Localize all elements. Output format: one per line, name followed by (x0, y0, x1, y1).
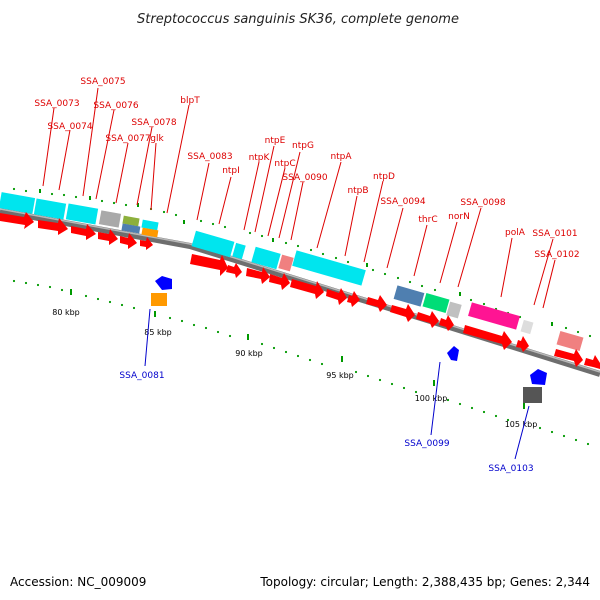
gene-box-cyan (191, 230, 235, 258)
gene-box-olive (122, 215, 140, 227)
outer-tick-ring (12, 187, 592, 338)
gene-label: SSA_0076 (93, 101, 138, 111)
gene-label: SSA_0081 (119, 371, 164, 381)
topology-text: Topology: circular; Length: 2,388,435 bp… (259, 575, 590, 589)
gene-label: SSA_0094 (380, 197, 425, 207)
gene-label: SSA_0074 (47, 122, 92, 132)
gene-label: polA (505, 228, 526, 238)
gene-box-cyan (292, 250, 366, 286)
gene-label: ntpB (347, 186, 368, 196)
label-leader-lines (42, 87, 556, 460)
gene-box-magenta (468, 302, 520, 330)
gene-box-steelblue (121, 223, 141, 234)
gene-label: ntpI (222, 166, 240, 176)
gene-box-gray (98, 210, 122, 228)
scale-label: 105 kbp (505, 420, 538, 429)
accession-text: Accession: NC_009009 (10, 575, 146, 589)
gene-track-outer (0, 192, 584, 352)
gene-box-cyan (65, 203, 99, 225)
gene-blue-arrow (530, 369, 547, 385)
inner-genes (151, 276, 547, 403)
gene-box-cyan (33, 198, 67, 220)
gene-box-dark-gray (523, 387, 542, 403)
gene-label: SSA_0098 (460, 198, 505, 208)
gene-label: ntpG (292, 141, 314, 151)
gene-label: SSA_0103 (488, 464, 533, 474)
gene-label: SSA_0101 (532, 229, 577, 239)
gene-label: norN (448, 212, 470, 222)
map-title: Streptococcus sanguinis SK36, complete g… (137, 12, 459, 27)
gene-label: thrC (418, 215, 437, 225)
gene-box-cyan (251, 246, 281, 270)
scale-label: 85 kbp (144, 328, 172, 337)
gene-box-orange (141, 227, 159, 238)
gene-label: blpT (180, 96, 200, 106)
gene-box-pink (556, 330, 584, 352)
gene-box-cyan (232, 242, 246, 260)
gene-blue-arrow (447, 346, 459, 361)
gene-label: ntpD (373, 172, 395, 182)
gene-label: ntpE (265, 136, 286, 146)
inner-tick-ring (12, 279, 590, 446)
scale-label: 90 kbp (235, 349, 263, 358)
gene-label: SSA_0090 (282, 173, 327, 183)
outer-gene-labels: SSA_0075 SSA_0073 SSA_0076 SSA_0074 SSA_… (34, 77, 579, 260)
gene-arrows (0, 212, 600, 369)
gene-label: SSA_0102 (534, 250, 579, 260)
scale-label: 100 kbp (415, 394, 448, 403)
gene-blue-arrow (155, 276, 172, 290)
scale-label: 80 kbp (52, 308, 80, 317)
gene-box-cyan (141, 219, 159, 231)
gene-label: SSA_0077 (105, 134, 150, 144)
gene-label: ntpK (249, 153, 271, 163)
gene-label: SSA_0075 (80, 77, 125, 87)
gene-box-pink (278, 254, 294, 272)
gene-label: SSA_0099 (404, 439, 449, 449)
gene-box-gray (446, 301, 462, 319)
gene-label: SSA_0073 (34, 99, 79, 109)
gene-box-steelblue (393, 285, 425, 307)
backbone (0, 208, 600, 377)
inner-gene-labels: SSA_0081 SSA_0099 SSA_0103 (119, 371, 533, 474)
gene-box-green (422, 292, 450, 314)
gene-box-orange (151, 293, 167, 306)
gene-label: SSA_0083 (187, 152, 232, 162)
gene-box-gray (520, 319, 534, 335)
gene-label: ntpC (274, 159, 295, 169)
gene-label: SSA_0078 (131, 118, 176, 128)
scale-label: 95 kbp (326, 371, 354, 380)
gene-box-cyan (0, 192, 36, 214)
gene-label: ntpA (330, 152, 352, 162)
scale-labels: 80 kbp 85 kbp 90 kbp 95 kbp 100 kbp 105 … (52, 308, 537, 429)
gene-label: glk (150, 134, 164, 144)
